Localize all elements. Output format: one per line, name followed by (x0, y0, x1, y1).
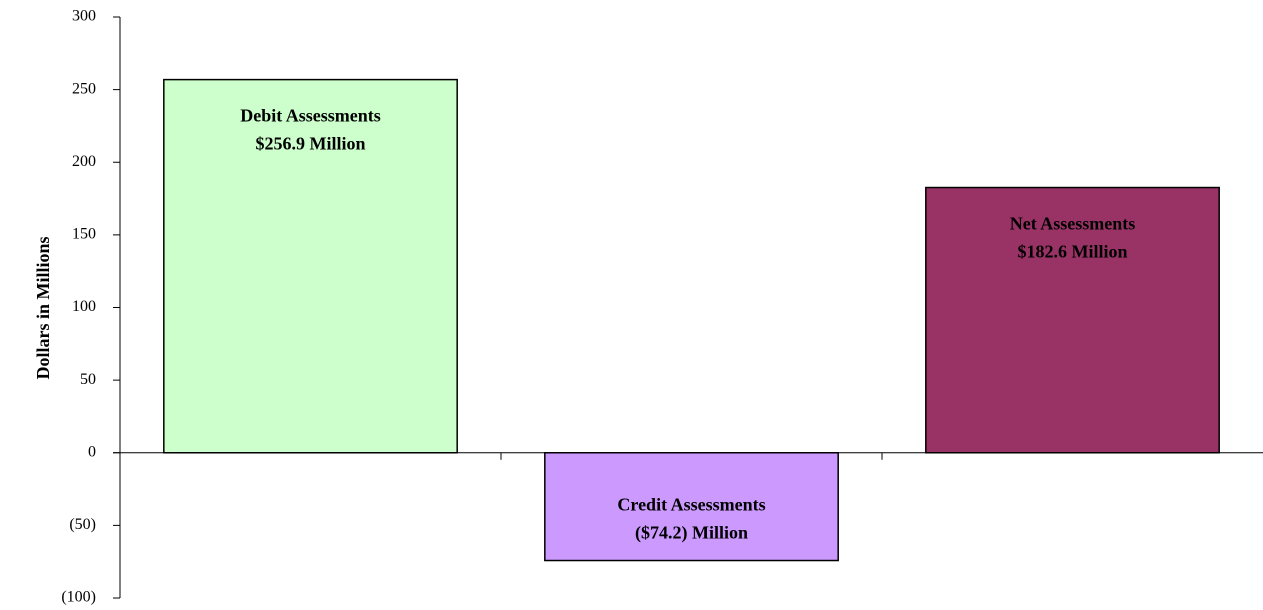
y-tick-label: 0 (88, 443, 96, 460)
data-label: $182.6 Million (1017, 242, 1127, 262)
bar (544, 452, 839, 562)
y-tick-label: 200 (72, 153, 96, 170)
bar (163, 78, 458, 454)
y-tick-label: (50) (69, 516, 96, 533)
bar-category-label: Debit Assessments (240, 106, 381, 126)
y-tick-label: (100) (61, 589, 96, 606)
y-tick-label: 50 (80, 371, 96, 388)
data-label: $256.9 Million (255, 134, 365, 154)
y-tick-label: 100 (72, 298, 96, 315)
y-tick-label: 150 (72, 226, 96, 243)
data-label: ($74.2) Million (635, 523, 748, 544)
y-tick-label: 300 (72, 8, 96, 25)
y-tick-label: 250 (72, 80, 96, 97)
y-axis-label: Dollars in Millions (33, 236, 53, 379)
bar-category-label: Credit Assessments (617, 495, 765, 515)
bar-category-label: Net Assessments (1010, 214, 1136, 234)
